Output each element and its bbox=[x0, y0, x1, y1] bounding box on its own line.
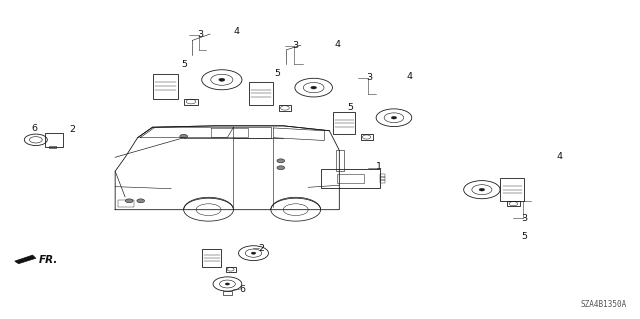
Circle shape bbox=[125, 199, 133, 203]
Text: 4: 4 bbox=[406, 72, 412, 81]
Text: FR.: FR. bbox=[39, 255, 58, 265]
Circle shape bbox=[180, 134, 188, 138]
Bar bbox=[380, 180, 385, 183]
Bar bbox=[153, 73, 179, 99]
Text: 6: 6 bbox=[31, 124, 37, 133]
Text: 5: 5 bbox=[182, 60, 188, 69]
Bar bbox=[361, 134, 372, 140]
Text: 3: 3 bbox=[522, 214, 527, 223]
Circle shape bbox=[277, 166, 285, 170]
Text: 6: 6 bbox=[239, 285, 245, 293]
Bar bbox=[226, 267, 236, 271]
Circle shape bbox=[252, 252, 256, 254]
Bar bbox=[184, 99, 198, 105]
Bar bbox=[249, 82, 273, 105]
Text: 2: 2 bbox=[259, 244, 264, 253]
Bar bbox=[508, 201, 520, 206]
Text: 5: 5 bbox=[522, 232, 527, 241]
Circle shape bbox=[277, 159, 285, 163]
Polygon shape bbox=[15, 255, 36, 264]
Circle shape bbox=[391, 116, 397, 119]
Bar bbox=[45, 132, 63, 147]
Bar bbox=[380, 177, 385, 180]
Bar bbox=[49, 146, 56, 148]
Bar bbox=[118, 200, 134, 206]
Text: 5: 5 bbox=[348, 103, 354, 112]
Bar bbox=[223, 291, 232, 294]
Text: SZA4B1350A: SZA4B1350A bbox=[580, 300, 627, 309]
Bar bbox=[337, 174, 364, 183]
Circle shape bbox=[219, 78, 225, 81]
Bar bbox=[202, 249, 221, 267]
Text: 4: 4 bbox=[556, 152, 563, 161]
Text: 1: 1 bbox=[376, 162, 382, 171]
Text: 3: 3 bbox=[366, 73, 372, 82]
Bar bbox=[380, 174, 385, 177]
Text: 4: 4 bbox=[234, 27, 240, 36]
Text: 3: 3 bbox=[198, 30, 204, 39]
Circle shape bbox=[311, 86, 317, 89]
Bar bbox=[336, 150, 344, 171]
Text: 4: 4 bbox=[334, 40, 340, 49]
Text: 2: 2 bbox=[69, 125, 76, 134]
Bar bbox=[500, 178, 524, 201]
Bar bbox=[333, 112, 355, 134]
Circle shape bbox=[137, 199, 145, 203]
Circle shape bbox=[225, 283, 230, 285]
Circle shape bbox=[479, 188, 484, 191]
Bar bbox=[278, 105, 291, 111]
Text: 5: 5 bbox=[274, 69, 280, 78]
Bar bbox=[321, 169, 380, 189]
Text: 3: 3 bbox=[292, 41, 299, 50]
